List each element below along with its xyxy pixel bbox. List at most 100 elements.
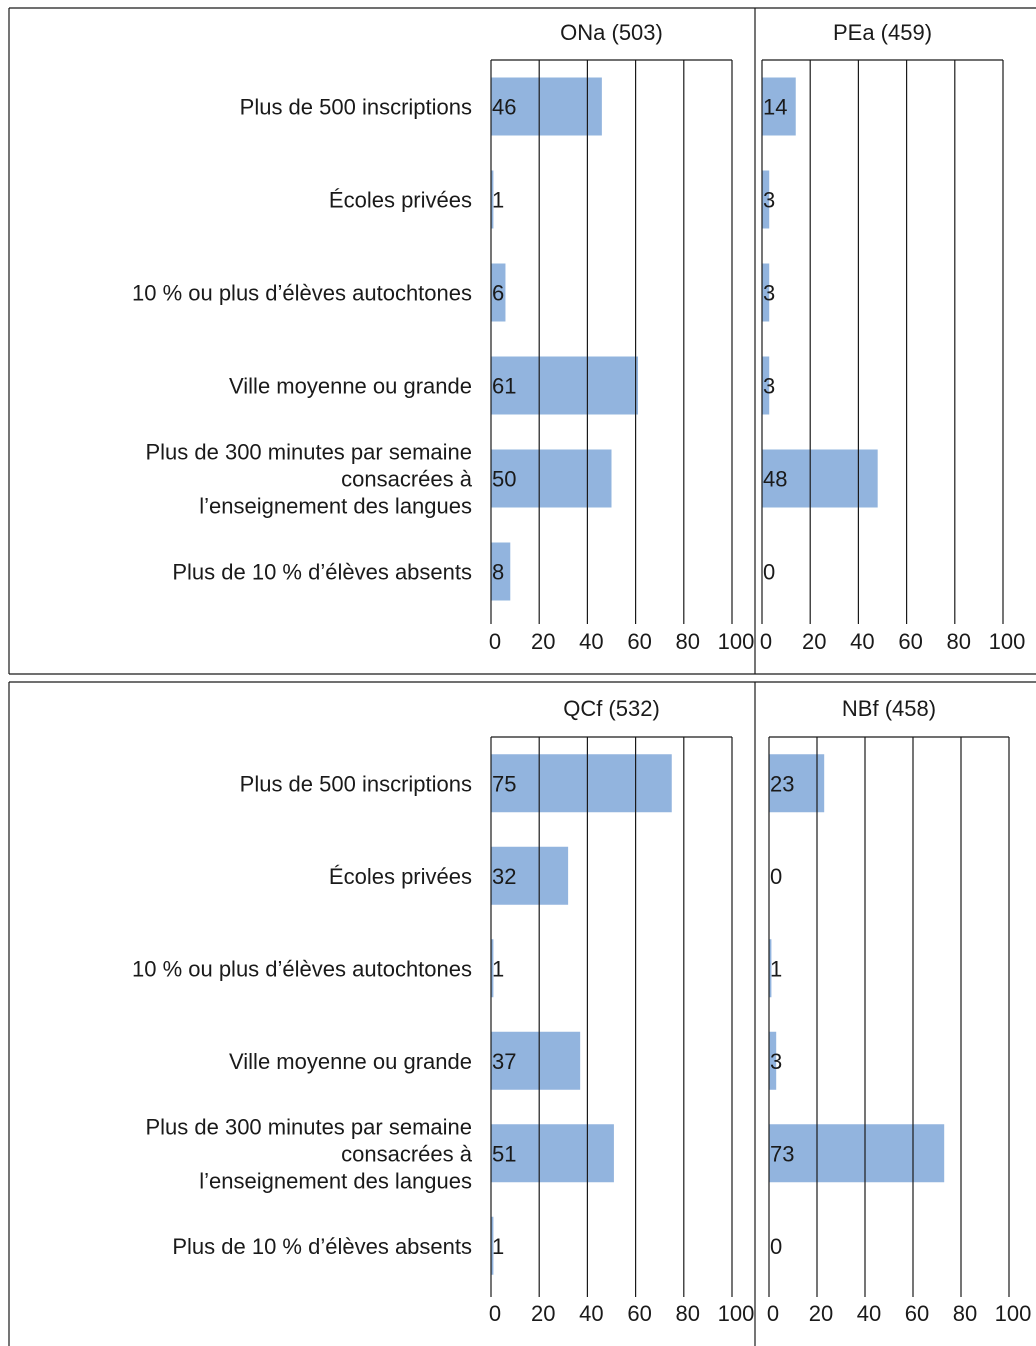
tick-label: 100 <box>989 629 1026 654</box>
tick-label: 80 <box>953 1301 977 1326</box>
tick-label: 20 <box>809 1301 833 1326</box>
tick-label: 100 <box>718 629 755 654</box>
data-label: 8 <box>492 560 504 585</box>
data-label: 3 <box>770 1049 782 1074</box>
tick-label: 0 <box>760 629 772 654</box>
panel-nbf: NBf (458) 23 0 1 3 73 0 0 20 40 60 80 100 <box>767 696 1031 1326</box>
category-label: Plus de 300 minutes par semaine consacrée… <box>145 440 472 519</box>
bar <box>491 542 511 601</box>
data-label: 23 <box>770 771 794 796</box>
panel-qcf: QCf (532) 75 32 1 37 51 1 0 20 40 60 80 100 <box>489 696 754 1326</box>
tick-label: 60 <box>905 1301 929 1326</box>
tick-label: 20 <box>531 629 555 654</box>
tick-label: 0 <box>489 629 501 654</box>
bar <box>769 1124 945 1183</box>
tick-label: 20 <box>802 629 826 654</box>
panel-title: ONa (503) <box>560 20 663 45</box>
bar <box>491 1216 494 1275</box>
tick-label: 80 <box>676 1301 700 1326</box>
data-label: 1 <box>492 956 504 981</box>
category-label: Écoles privées <box>329 864 472 889</box>
category-label-line: 10 % ou plus d’élèves autochtones <box>132 281 472 306</box>
bar <box>491 449 612 508</box>
category-label-line: Écoles privées <box>329 864 472 889</box>
gridlines <box>761 59 1004 624</box>
bar <box>762 356 770 415</box>
data-label: 32 <box>492 864 516 889</box>
tick-label: 40 <box>850 629 874 654</box>
category-label: Plus de 10 % d’élèves absents <box>172 1234 472 1259</box>
category-labels-bottom: Plus de 500 inscriptions Écoles privées 10… <box>132 771 473 1259</box>
tick-label: 60 <box>898 629 922 654</box>
tick-label: 20 <box>531 1301 555 1326</box>
data-label: 1 <box>492 188 504 213</box>
bar <box>491 356 639 415</box>
data-label: 6 <box>492 281 504 306</box>
bar <box>491 170 494 229</box>
category-label-line: Écoles privées <box>329 188 472 213</box>
category-labels-top: Plus de 500 inscriptions Écoles privées 10… <box>132 95 473 585</box>
panel-title: QCf (532) <box>563 696 660 721</box>
data-label: 1 <box>492 1234 504 1259</box>
category-label-line: Ville moyenne ou grande <box>229 374 472 399</box>
data-label: 46 <box>492 95 516 120</box>
frame <box>8 7 1036 1346</box>
bars <box>762 77 878 508</box>
bar <box>762 263 770 322</box>
bars <box>769 754 945 1183</box>
bar <box>491 939 494 998</box>
bar <box>491 263 506 322</box>
data-label: 14 <box>763 95 787 120</box>
category-label-line: l’enseignement des langues <box>199 494 472 519</box>
tick-label: 100 <box>718 1301 755 1326</box>
category-label: 10 % ou plus d’élèves autochtones <box>132 956 472 981</box>
bars <box>491 77 639 601</box>
bar <box>491 754 672 813</box>
data-label: 37 <box>492 1049 516 1074</box>
category-label-line: 10 % ou plus d’élèves autochtones <box>132 956 472 981</box>
tick-label: 60 <box>627 1301 651 1326</box>
gridlines <box>768 736 1010 1297</box>
bar <box>769 754 825 813</box>
gridlines <box>490 736 733 1297</box>
bar <box>491 1031 581 1090</box>
bar <box>762 170 770 229</box>
category-label: Plus de 500 inscriptions <box>240 95 472 120</box>
data-label: 48 <box>763 467 787 492</box>
tick-label: 40 <box>579 1301 603 1326</box>
category-label-line: Ville moyenne ou grande <box>229 1049 472 1074</box>
data-label: 3 <box>763 374 775 399</box>
data-label: 1 <box>770 956 782 981</box>
category-label-line: consacrées à <box>341 1141 473 1166</box>
category-label-line: Plus de 300 minutes par semaine <box>145 440 472 465</box>
bar <box>491 77 602 136</box>
data-label: 0 <box>763 560 775 585</box>
category-label: Plus de 10 % d’élèves absents <box>172 560 472 585</box>
tick-label: 0 <box>767 1301 779 1326</box>
category-label: Ville moyenne ou grande <box>229 1049 472 1074</box>
tick-label: 40 <box>579 629 603 654</box>
data-label: 50 <box>492 467 516 492</box>
category-label: 10 % ou plus d’élèves autochtones <box>132 281 472 306</box>
category-label: Écoles privées <box>329 188 472 213</box>
category-label-line: Plus de 10 % d’élèves absents <box>172 1234 472 1259</box>
category-label-line: Plus de 500 inscriptions <box>240 95 472 120</box>
panel-title: NBf (458) <box>842 696 936 721</box>
gridlines <box>490 59 733 624</box>
category-label-line: l’enseignement des langues <box>199 1168 472 1193</box>
data-label: 0 <box>770 864 782 889</box>
bar <box>769 939 772 998</box>
category-label-line: Plus de 300 minutes par semaine <box>145 1114 472 1139</box>
category-label: Ville moyenne ou grande <box>229 374 472 399</box>
data-label: 61 <box>492 374 516 399</box>
panel-pea: PEa (459) 14 3 3 3 48 0 0 20 40 60 80 100 <box>760 20 1025 654</box>
bar <box>769 1031 777 1090</box>
bar <box>491 846 569 905</box>
bar <box>762 77 796 136</box>
category-label: Plus de 300 minutes par semaine consacrée… <box>145 1114 472 1193</box>
tick-label: 80 <box>947 629 971 654</box>
tick-label: 0 <box>489 1301 501 1326</box>
data-label: 73 <box>770 1141 794 1166</box>
